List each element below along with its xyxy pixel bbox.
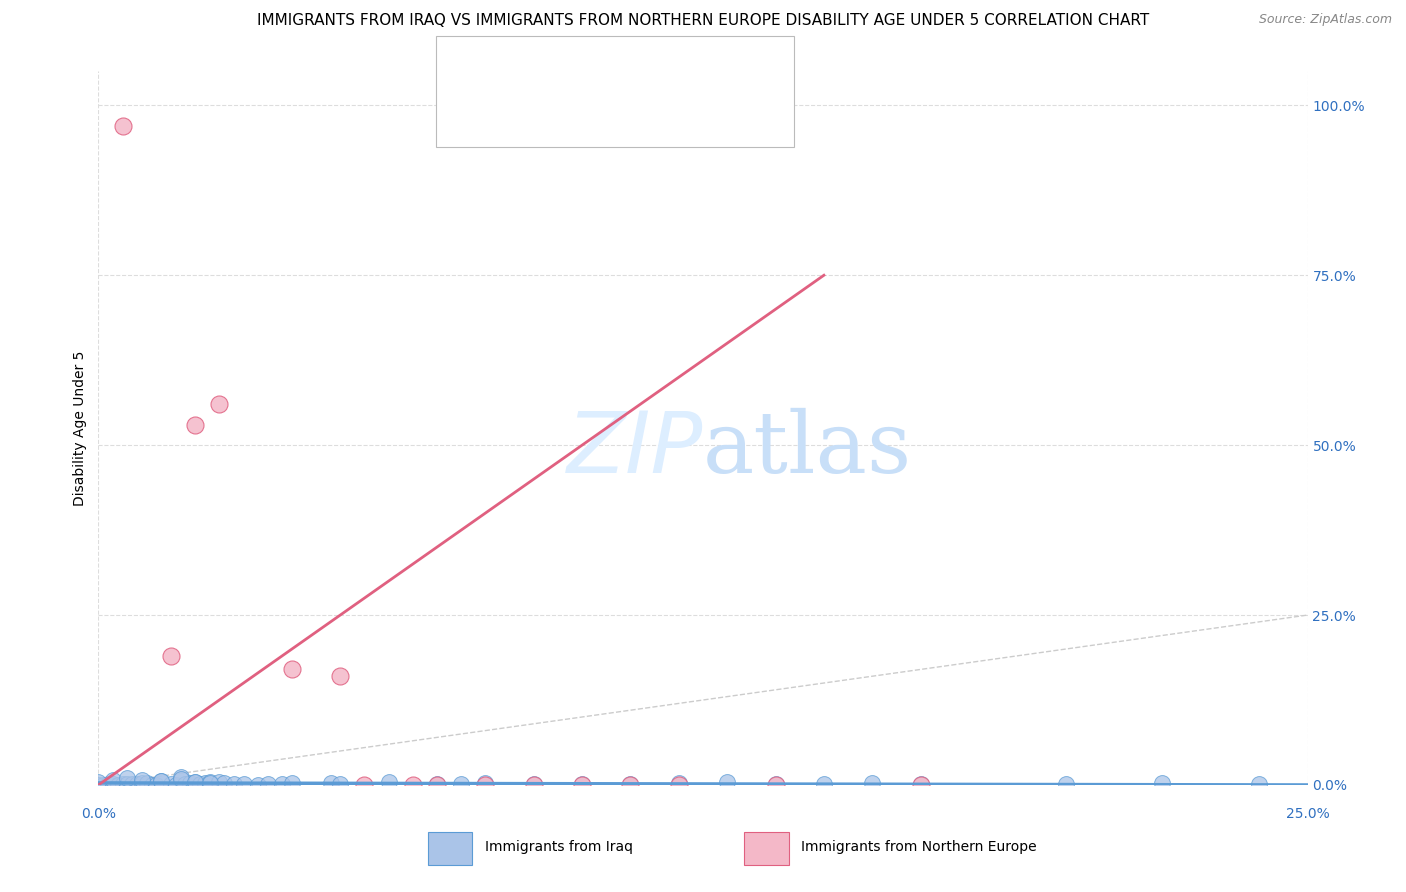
Point [1054,777,1077,791]
Text: 25.0%: 25.0% [1285,807,1330,822]
Text: 0.0%: 0.0% [82,807,115,822]
Point [131,776,153,790]
Point [377,775,399,789]
Point [474,776,496,790]
Point [208,397,231,411]
Text: ZIP: ZIP [567,408,703,491]
Text: N =: N = [650,59,683,74]
Point [165,778,187,792]
Text: 16: 16 [695,108,716,122]
Point [101,773,124,788]
Point [619,777,641,791]
Point [117,777,139,791]
Point [232,776,254,790]
Point [668,778,690,792]
Text: atlas: atlas [703,408,912,491]
Point [184,417,207,432]
Point [910,778,932,792]
Point [281,662,304,676]
Point [101,777,124,791]
Point [281,776,304,790]
Point [571,778,593,792]
Point [194,776,217,790]
Point [184,774,207,789]
Point [184,775,207,789]
Point [319,776,342,790]
Point [141,778,163,792]
Text: R =: R = [495,59,527,74]
Y-axis label: Disability Age Under 5: Disability Age Under 5 [73,351,87,506]
Point [97,777,120,791]
Point [247,778,270,792]
FancyBboxPatch shape [429,831,472,865]
Point [91,778,114,792]
Point [198,776,221,790]
Point [523,778,546,792]
Point [107,778,129,792]
Point [668,776,690,790]
Point [813,777,835,791]
Point [150,773,173,788]
Point [426,776,449,790]
Point [402,778,425,792]
Point [169,770,191,784]
Point [256,777,278,791]
Text: Immigrants from Iraq: Immigrants from Iraq [485,840,633,855]
FancyBboxPatch shape [450,47,484,87]
Text: 57: 57 [695,59,716,74]
Text: 0.598: 0.598 [546,108,595,122]
Point [174,777,197,791]
Point [169,772,191,786]
Point [450,777,472,791]
Point [1152,776,1174,790]
Point [208,775,231,789]
Point [212,776,235,790]
Point [271,777,294,791]
Text: IMMIGRANTS FROM IRAQ VS IMMIGRANTS FROM NORTHERN EUROPE DISABILITY AGE UNDER 5 C: IMMIGRANTS FROM IRAQ VS IMMIGRANTS FROM … [257,13,1149,29]
Point [179,776,201,790]
Point [765,776,787,790]
Point [145,778,167,792]
Point [111,119,134,133]
Point [87,778,110,792]
Text: Immigrants from Northern Europe: Immigrants from Northern Europe [801,840,1038,855]
Point [329,669,352,683]
Point [619,778,641,792]
Point [111,776,134,790]
Point [121,776,143,790]
Point [198,775,221,789]
Point [87,774,110,789]
Point [426,778,449,792]
Point [474,778,496,792]
Point [160,648,183,663]
Point [135,776,157,790]
Point [329,776,352,790]
Text: Source: ZipAtlas.com: Source: ZipAtlas.com [1258,13,1392,27]
Point [910,776,932,790]
Text: -0.178: -0.178 [546,59,600,74]
Point [127,777,149,791]
Text: N =: N = [650,108,683,122]
Point [765,778,787,792]
Point [117,771,139,785]
Point [716,775,738,789]
Point [571,776,593,790]
Point [353,778,375,792]
Text: R =: R = [495,108,527,122]
Point [1249,776,1271,790]
Point [188,777,211,791]
FancyBboxPatch shape [745,831,789,865]
Point [222,776,245,790]
Point [523,777,546,791]
Point [150,773,173,788]
Point [131,772,153,787]
Point [860,776,883,790]
Point [160,776,183,790]
FancyBboxPatch shape [450,95,484,135]
